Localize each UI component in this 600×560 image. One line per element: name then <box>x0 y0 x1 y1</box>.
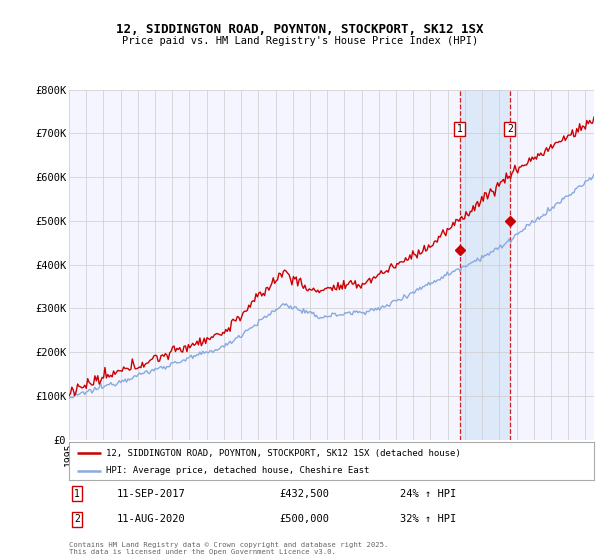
Text: 24% ↑ HPI: 24% ↑ HPI <box>400 489 456 499</box>
Text: 12, SIDDINGTON ROAD, POYNTON, STOCKPORT, SK12 1SX (detached house): 12, SIDDINGTON ROAD, POYNTON, STOCKPORT,… <box>106 449 461 458</box>
Text: 2: 2 <box>507 124 513 134</box>
Text: £432,500: £432,500 <box>279 489 329 499</box>
Text: 11-SEP-2017: 11-SEP-2017 <box>116 489 185 499</box>
Bar <box>460 90 510 440</box>
Text: HPI: Average price, detached house, Cheshire East: HPI: Average price, detached house, Ches… <box>106 466 369 475</box>
Text: £500,000: £500,000 <box>279 514 329 524</box>
Text: 32% ↑ HPI: 32% ↑ HPI <box>400 514 456 524</box>
Text: Contains HM Land Registry data © Crown copyright and database right 2025.
This d: Contains HM Land Registry data © Crown c… <box>69 542 388 555</box>
Text: Price paid vs. HM Land Registry's House Price Index (HPI): Price paid vs. HM Land Registry's House … <box>122 36 478 46</box>
Text: 1: 1 <box>74 489 80 499</box>
Text: 1: 1 <box>457 124 463 134</box>
Text: 12, SIDDINGTON ROAD, POYNTON, STOCKPORT, SK12 1SX: 12, SIDDINGTON ROAD, POYNTON, STOCKPORT,… <box>116 22 484 36</box>
Text: 2: 2 <box>74 514 80 524</box>
Text: 11-AUG-2020: 11-AUG-2020 <box>116 514 185 524</box>
